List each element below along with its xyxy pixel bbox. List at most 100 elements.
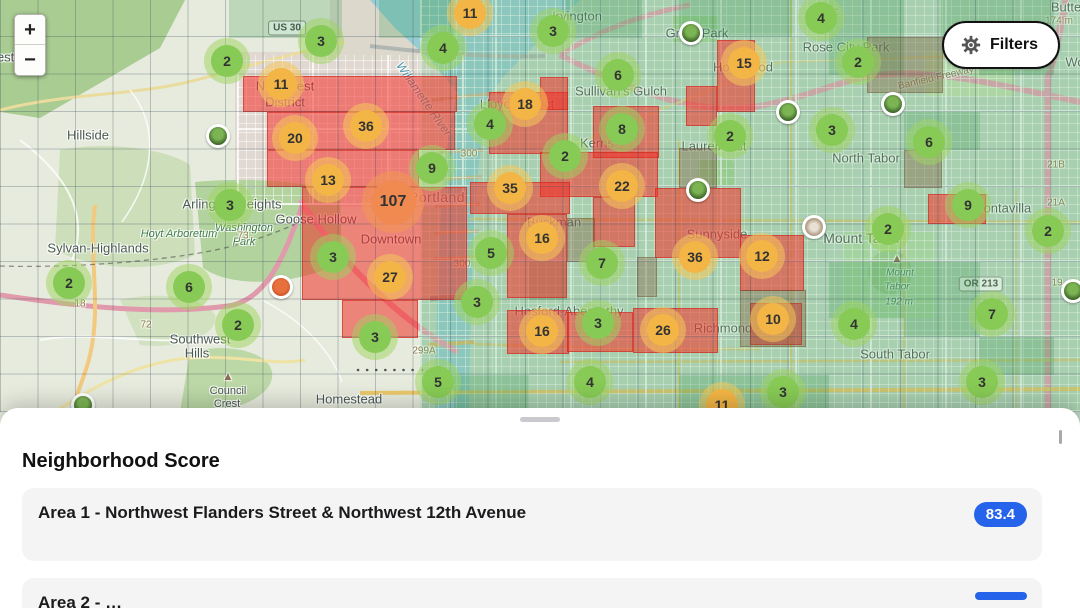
cluster-marker[interactable]: 2 [865, 206, 911, 252]
cluster-marker[interactable]: 5 [415, 359, 461, 405]
cluster-count: 3 [317, 241, 349, 273]
cluster-count: 13 [312, 164, 344, 196]
cluster-count: 3 [305, 25, 337, 57]
cluster-count: 26 [647, 314, 679, 346]
cluster-marker[interactable]: 3 [298, 18, 344, 64]
cluster-marker[interactable]: 10 [750, 296, 796, 342]
cluster-marker[interactable]: 3 [575, 300, 621, 346]
cluster-count: 4 [474, 108, 506, 140]
cluster-marker[interactable]: 6 [595, 52, 641, 98]
cluster-count: 3 [461, 286, 493, 318]
cluster-marker[interactable]: 16 [519, 308, 565, 354]
cluster-marker[interactable]: 15 [721, 40, 767, 86]
cluster-count: 4 [574, 366, 606, 398]
cluster-count: 3 [537, 15, 569, 47]
neighborhood-row[interactable]: Area 2 - … [22, 578, 1042, 608]
cluster-marker[interactable]: 6 [906, 119, 952, 165]
filters-button[interactable]: Filters [941, 21, 1060, 69]
cluster-marker[interactable]: 107 [362, 171, 424, 233]
cluster-marker[interactable]: 36 [672, 234, 718, 280]
cluster-count: 7 [586, 247, 618, 279]
cluster-count: 2 [872, 213, 904, 245]
cluster-count: 7 [976, 298, 1008, 330]
cluster-marker[interactable]: 3 [454, 279, 500, 325]
sheet-scrollbar[interactable] [1059, 430, 1062, 444]
cluster-count: 9 [952, 189, 984, 221]
cluster-count: 3 [214, 189, 246, 221]
cluster-count: 3 [582, 307, 614, 339]
filters-label: Filters [989, 36, 1038, 53]
cluster-count: 10 [757, 303, 789, 335]
cluster-marker[interactable]: 3 [809, 107, 855, 153]
cluster-count: 8 [606, 113, 638, 145]
cluster-marker[interactable]: 6 [166, 264, 212, 310]
zoom-out-button[interactable]: − [15, 45, 45, 75]
zoom-in-button[interactable]: + [15, 15, 45, 45]
cluster-count: 6 [602, 59, 634, 91]
score-badge: 83.4 [973, 502, 1027, 527]
cluster-count: 107 [370, 179, 416, 225]
cluster-marker[interactable]: 2 [46, 260, 92, 306]
neighborhood-row[interactable]: Area 1 - Northwest Flanders Street & Nor… [22, 488, 1042, 561]
cluster-count: 11 [265, 68, 297, 100]
cluster-marker[interactable]: 2 [835, 39, 881, 85]
cluster-marker[interactable]: 20 [272, 115, 318, 161]
cluster-marker[interactable]: 2 [707, 113, 753, 159]
sheet-drag-handle[interactable] [520, 417, 560, 422]
cluster-count: 36 [350, 110, 382, 142]
cluster-count: 35 [494, 172, 526, 204]
cluster-marker[interactable]: 9 [945, 182, 991, 228]
tree-icon [206, 124, 230, 148]
cluster-marker[interactable]: 27 [367, 254, 413, 300]
cluster-marker[interactable]: 16 [519, 215, 565, 261]
cluster-marker[interactable]: 2 [542, 133, 588, 179]
neighborhood-list: Area 1 - Northwest Flanders Street & Nor… [22, 488, 1042, 608]
cluster-count: 3 [767, 376, 799, 408]
cluster-marker[interactable]: 2 [215, 302, 261, 348]
cluster-count: 2 [549, 140, 581, 172]
cluster-marker[interactable]: 11 [258, 61, 304, 107]
cluster-marker[interactable]: 3 [959, 359, 1005, 405]
cluster-count: 9 [416, 152, 448, 184]
cluster-marker[interactable]: 2 [204, 38, 250, 84]
cluster-count: 36 [679, 241, 711, 273]
cluster-marker[interactable]: 4 [420, 25, 466, 71]
cluster-count: 2 [53, 267, 85, 299]
cluster-count: 3 [359, 321, 391, 353]
cluster-marker[interactable]: 4 [798, 0, 844, 41]
cluster-count: 2 [714, 120, 746, 152]
cluster-marker[interactable]: 5 [468, 230, 514, 276]
cluster-marker[interactable]: 36 [343, 103, 389, 149]
cluster-marker[interactable]: 22 [599, 163, 645, 209]
cluster-marker[interactable]: 8 [599, 106, 645, 152]
rose-icon [269, 275, 293, 299]
bottom-sheet: Neighborhood Score Area 1 - Northwest Fl… [0, 408, 1080, 608]
cluster-marker[interactable]: 35 [487, 165, 533, 211]
cluster-marker[interactable]: 3 [352, 314, 398, 360]
cluster-count: 15 [728, 47, 760, 79]
sheet-title: Neighborhood Score [22, 450, 220, 472]
cluster-marker[interactable]: 13 [305, 157, 351, 203]
cluster-count: 11 [454, 0, 486, 29]
cluster-count: 4 [805, 2, 837, 34]
cluster-marker[interactable]: 7 [579, 240, 625, 286]
cluster-marker[interactable]: 26 [640, 307, 686, 353]
zoom-control: + − [14, 14, 46, 76]
cluster-marker[interactable]: 3 [530, 8, 576, 54]
cluster-count: 4 [838, 308, 870, 340]
cluster-marker[interactable]: 3 [310, 234, 356, 280]
neighborhood-label: Area 2 - … [38, 593, 123, 608]
cluster-marker[interactable]: 4 [467, 101, 513, 147]
cluster-marker[interactable]: 12 [739, 233, 785, 279]
cluster-marker[interactable]: 4 [567, 359, 613, 405]
cluster-count: 16 [526, 222, 558, 254]
cluster-count: 2 [211, 45, 243, 77]
gear-icon [960, 34, 982, 56]
cluster-marker[interactable]: 4 [831, 301, 877, 347]
cluster-marker[interactable]: 3 [207, 182, 253, 228]
cluster-count: 18 [509, 88, 541, 120]
cluster-marker[interactable]: 2 [1025, 208, 1071, 254]
cluster-marker[interactable]: 7 [969, 291, 1015, 337]
cluster-count: 6 [913, 126, 945, 158]
